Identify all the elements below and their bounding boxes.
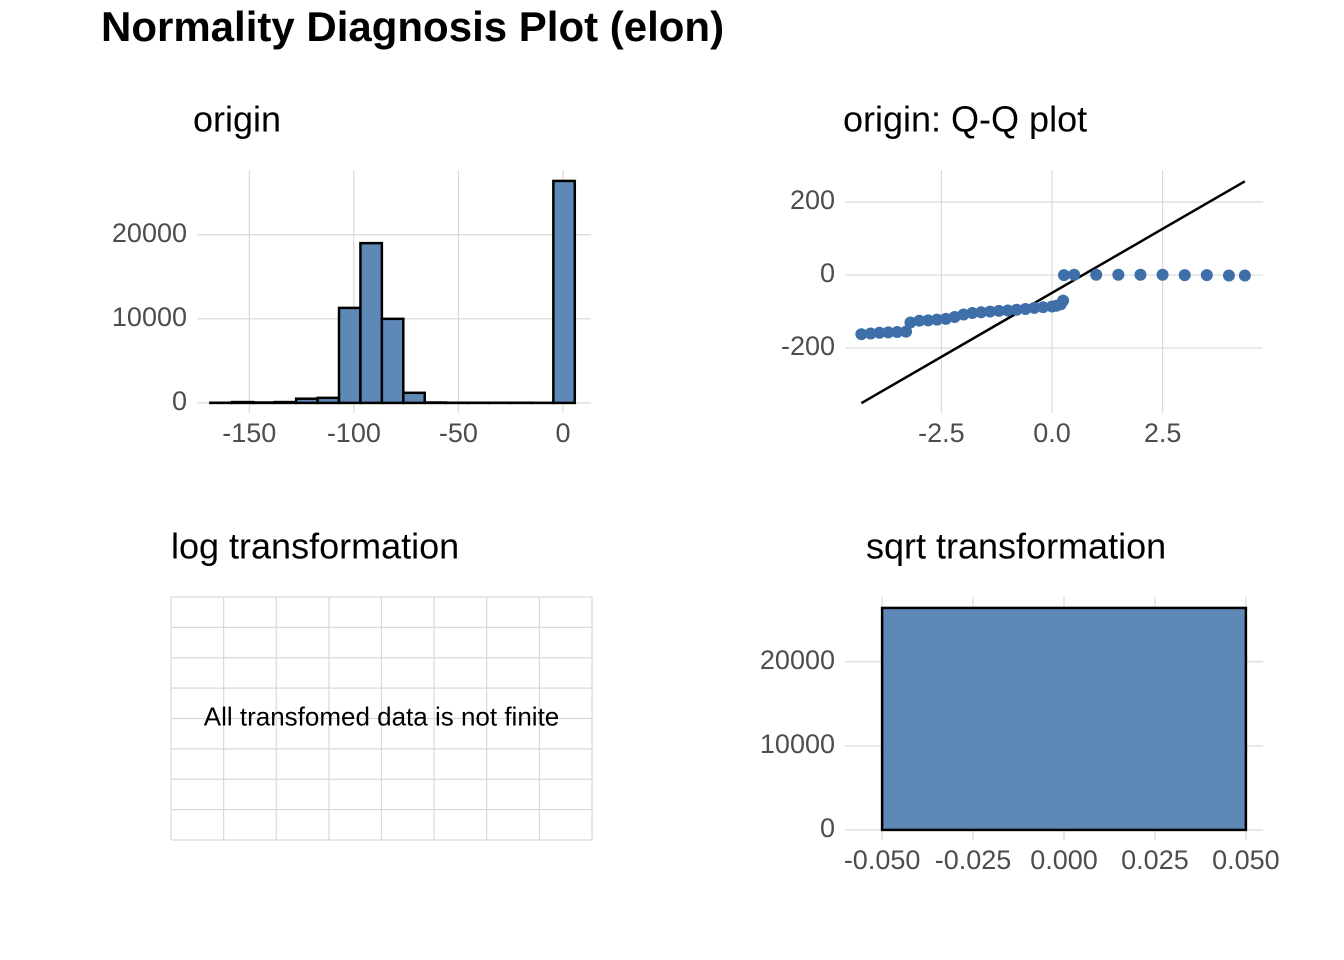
point [984, 305, 997, 318]
bar [359, 241, 384, 405]
y-tick-label: 0 [820, 258, 835, 288]
x-tick-label: -50 [439, 418, 478, 448]
panel-title: origin: Q-Q plot [843, 99, 1087, 140]
point [882, 326, 895, 339]
point [1057, 294, 1070, 307]
point [864, 327, 877, 340]
x-tick-label: -150 [222, 418, 276, 448]
point [913, 314, 926, 327]
bar [316, 396, 341, 405]
point [1057, 269, 1070, 282]
point [1222, 269, 1235, 282]
point [1010, 303, 1023, 316]
point [1019, 303, 1032, 316]
y-tick-label: 200 [790, 185, 835, 215]
panel-title: origin [193, 99, 281, 140]
qq-line [860, 180, 1246, 405]
point [966, 307, 979, 320]
y-tick-label: -200 [781, 331, 835, 361]
y-tick-label: 0 [820, 813, 835, 843]
y-tick-label: 0 [172, 386, 187, 416]
x-tick-label: -0.050 [844, 845, 921, 875]
y-tick-label: 10000 [112, 302, 187, 332]
y-tick-label: 20000 [112, 218, 187, 248]
point [975, 306, 988, 319]
x-tick-label: 0.050 [1212, 845, 1280, 875]
point [1068, 268, 1081, 281]
y-tick-label: 20000 [760, 645, 835, 675]
x-tick-label: 2.5 [1144, 418, 1182, 448]
bar [402, 391, 426, 405]
x-tick-label: 0.025 [1121, 845, 1189, 875]
x-tick-label: 0 [555, 418, 570, 448]
point [1001, 304, 1014, 317]
bar [294, 397, 319, 405]
panel-title: sqrt transformation [866, 526, 1166, 567]
x-tick-label: 0.000 [1030, 845, 1098, 875]
point [1134, 268, 1147, 281]
point [900, 325, 913, 338]
point [1090, 268, 1103, 281]
bar [273, 400, 298, 405]
point [873, 326, 886, 339]
y-tick-label: 10000 [760, 729, 835, 759]
point [855, 328, 868, 341]
point [1112, 268, 1125, 281]
x-tick-label: -2.5 [918, 418, 965, 448]
point [992, 304, 1005, 317]
bar [230, 400, 255, 405]
point [1178, 269, 1191, 282]
point [1028, 301, 1041, 314]
x-tick-label: -100 [327, 418, 381, 448]
point [922, 314, 935, 327]
bar [552, 179, 577, 405]
x-tick-label: 0.0 [1033, 418, 1071, 448]
point [1037, 301, 1050, 314]
point [957, 308, 970, 321]
bar [380, 317, 405, 405]
annotation: All transfomed data is not finite [204, 701, 560, 731]
point [1156, 268, 1169, 281]
point [1200, 269, 1213, 282]
point [891, 326, 904, 338]
x-tick-label: -0.025 [935, 845, 1012, 875]
panel-title: log transformation [171, 526, 459, 567]
figure-title: Normality Diagnosis Plot (elon) [101, 3, 724, 50]
bar [337, 306, 362, 405]
point [931, 313, 944, 326]
point [1238, 269, 1251, 282]
bar [880, 606, 1248, 832]
